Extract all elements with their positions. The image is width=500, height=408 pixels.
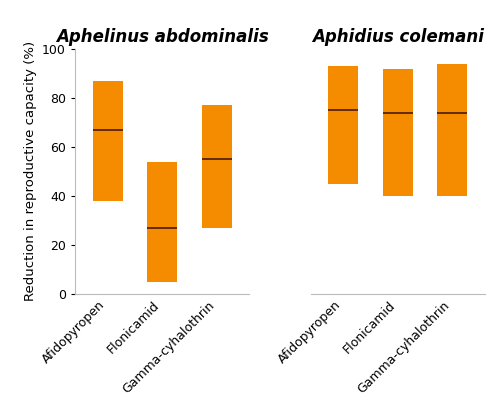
Bar [328, 66, 358, 184]
Bar [147, 162, 177, 282]
Y-axis label: Reduction in reproductive capacity (%): Reduction in reproductive capacity (%) [24, 41, 36, 302]
Title: Aphelinus abdominalis: Aphelinus abdominalis [56, 28, 268, 46]
Bar [92, 81, 122, 201]
Bar [202, 105, 232, 228]
Title: Aphidius colemani: Aphidius colemani [312, 28, 484, 46]
Bar [438, 64, 468, 196]
Bar [383, 69, 413, 196]
